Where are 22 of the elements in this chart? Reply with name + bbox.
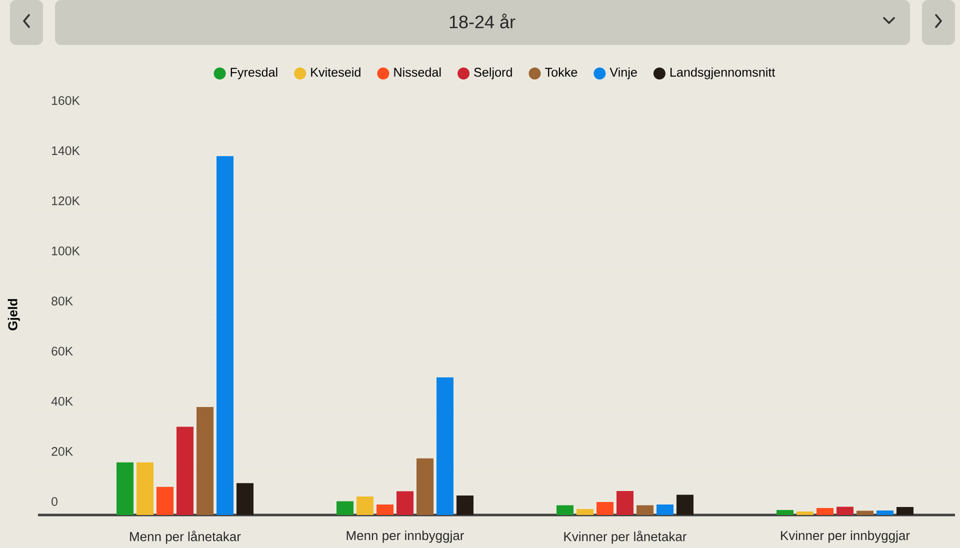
y-tick-label: 60K	[52, 346, 73, 356]
y-tick-label: 160K	[52, 96, 80, 105]
y-tick-label: 20K	[52, 447, 73, 456]
x-tick-label: Kvinner per lånetakar	[564, 530, 687, 544]
y-tick-label: 40K	[51, 396, 73, 406]
legend-label: Fyresdal	[230, 67, 278, 80]
y-tick-label: 100K	[52, 246, 80, 256]
y-tick-label: 80K	[52, 296, 73, 306]
legend-label: Landsgjennomsnitt	[670, 67, 776, 80]
x-tick-label: Menn per lånetakar	[130, 530, 241, 544]
x-tick-label: Kvinner per innbyggjar	[781, 530, 910, 543]
legend-label: Kviteseid	[311, 67, 360, 77]
y-tick-label: 0	[52, 497, 58, 506]
legend-label: Seljord	[474, 67, 512, 80]
legend-label: Nissedal	[394, 67, 441, 77]
y-tick-label: 120K	[52, 196, 80, 206]
x-tick-label: Menn per innbyggjar	[346, 530, 464, 543]
chart-title: 18-24 år	[450, 14, 516, 28]
legend-label: Tokke	[545, 67, 578, 77]
y-tick-label: 140K	[52, 146, 80, 156]
y-axis-title: Gjeld	[8, 299, 20, 330]
legend-label: Vinje	[610, 67, 637, 80]
